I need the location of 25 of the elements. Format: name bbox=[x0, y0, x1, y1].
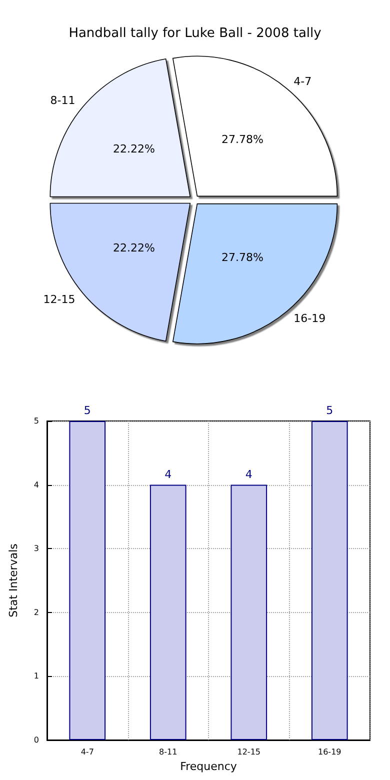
x-axis-title: Frequency bbox=[180, 760, 238, 773]
chart-title: Handball tally for Luke Ball - 2008 tally bbox=[68, 26, 322, 41]
data-label: 27.78% bbox=[221, 250, 264, 264]
data-label: 22.22% bbox=[113, 142, 155, 156]
data-label: 5 bbox=[84, 404, 91, 417]
x-tick-label: 12-15 bbox=[237, 748, 260, 756]
x-tick-label: 8-11 bbox=[159, 748, 178, 756]
y-tick-label: 1 bbox=[34, 672, 39, 681]
data-label: 4 bbox=[245, 468, 252, 481]
slice-label: 8-11 bbox=[50, 94, 76, 107]
y-tick-label: 2 bbox=[34, 608, 39, 617]
y-tick-label: 3 bbox=[34, 544, 39, 554]
slice-label: 16-19 bbox=[294, 312, 326, 326]
data-label: 5 bbox=[326, 404, 334, 417]
x-tick-label: 4-7 bbox=[80, 748, 94, 756]
slice-label: 12-15 bbox=[43, 293, 76, 306]
y-tick-label: 0 bbox=[34, 736, 39, 744]
data-label: 22.22% bbox=[113, 241, 155, 254]
data-label: 27.78% bbox=[221, 133, 264, 146]
y-tick-label: 5 bbox=[34, 416, 39, 426]
slice-label: 4-7 bbox=[294, 74, 312, 88]
data-label: 4 bbox=[164, 468, 172, 481]
x-tick-label: 16-19 bbox=[318, 748, 342, 756]
y-axis-title: Stat Intervals bbox=[7, 543, 20, 618]
y-tick-label: 4 bbox=[34, 480, 39, 490]
